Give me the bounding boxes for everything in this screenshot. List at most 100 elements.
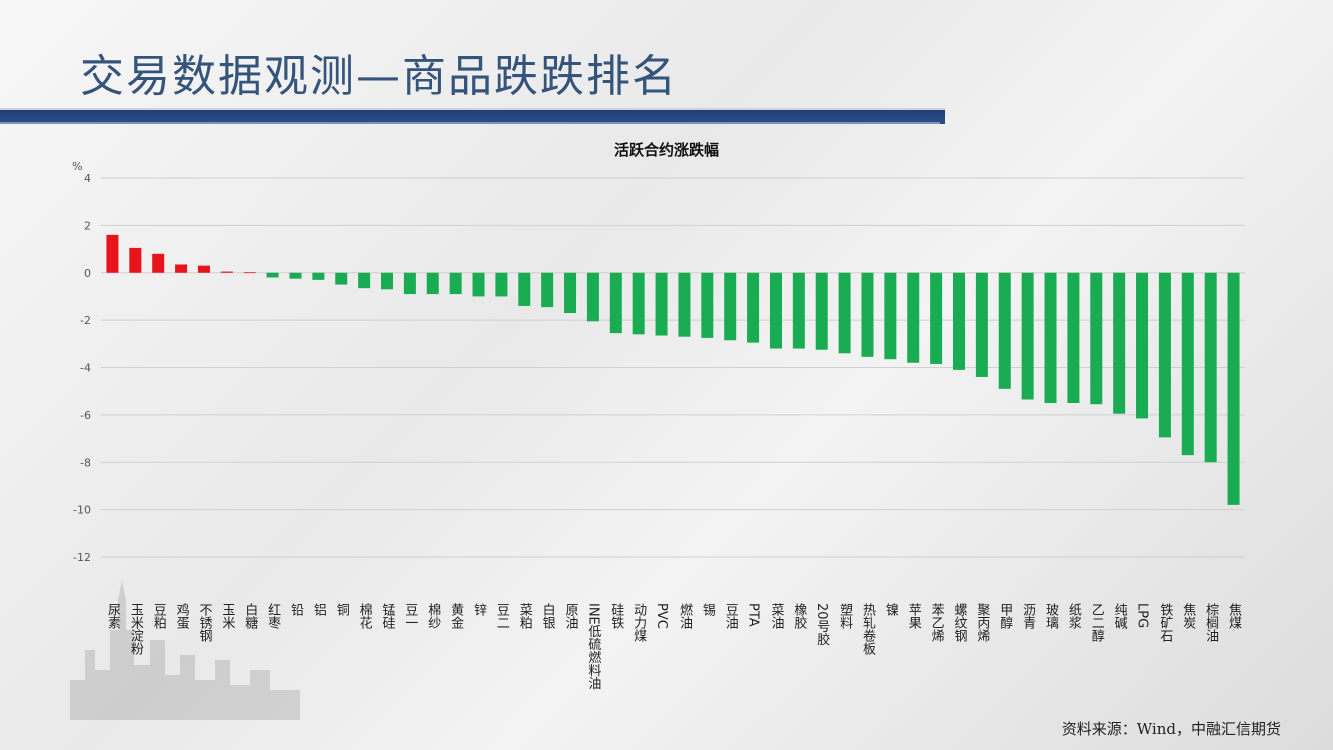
bar xyxy=(381,272,393,290)
bar xyxy=(769,272,782,349)
bar xyxy=(1113,272,1126,414)
x-tick-label: 纸浆 xyxy=(1066,603,1082,629)
bar xyxy=(1158,272,1171,438)
x-tick-label: 豆二 xyxy=(494,603,510,629)
city-skyline-decoration xyxy=(70,580,300,720)
y-axis-label: % xyxy=(72,160,82,173)
x-tick-label: 铜 xyxy=(334,603,350,616)
x-tick-label: 焦煤 xyxy=(1226,603,1242,629)
x-tick-label: 聚丙烯 xyxy=(974,603,990,642)
x-tick-label: 不锈钢 xyxy=(196,603,212,643)
x-tick-label: 甲醇 xyxy=(997,603,1013,629)
x-tick-label: 铅 xyxy=(288,603,304,616)
header-bar xyxy=(0,108,945,124)
x-tick-label: 豆一 xyxy=(402,603,418,629)
bar xyxy=(655,272,668,336)
source-note: 资料来源：Wind，中融汇信期货 xyxy=(1061,720,1281,738)
x-tick-label: 铁矿石 xyxy=(1157,603,1173,642)
x-tick-label: 玉米淀粉 xyxy=(128,603,144,655)
x-tick-label: 焦炭 xyxy=(1180,603,1196,630)
bar xyxy=(724,272,737,341)
x-tick-label: 白银 xyxy=(540,602,556,629)
x-tick-label: 玉米 xyxy=(219,603,235,629)
bar xyxy=(907,272,920,363)
x-tick-label: 螺纹钢 xyxy=(952,603,968,643)
bar xyxy=(1090,272,1103,405)
bar xyxy=(129,247,142,273)
x-tick-label: 豆粕 xyxy=(151,603,167,629)
bar xyxy=(586,272,599,322)
x-tick-label: 原油 xyxy=(563,603,579,629)
x-tick-label: 菜粕 xyxy=(517,603,533,629)
page-title: 交易数据观测—商品跌跌排名 xyxy=(80,51,678,102)
y-tick-label: -6 xyxy=(80,409,91,422)
bar xyxy=(701,272,714,338)
bar xyxy=(1044,272,1057,404)
bar xyxy=(449,272,462,295)
bar xyxy=(335,272,348,285)
bar xyxy=(518,272,531,306)
x-tick-label: 棉花 xyxy=(357,603,373,630)
x-tick-label: 棕榈油 xyxy=(1203,603,1219,642)
x-tick-label: 燃油 xyxy=(677,602,693,629)
bar xyxy=(358,272,371,289)
bar xyxy=(747,272,760,343)
bar xyxy=(998,272,1011,389)
x-tick-label: 动力煤 xyxy=(631,603,647,642)
y-tick-label: -10 xyxy=(73,504,91,517)
bar xyxy=(495,272,508,297)
y-tick-label: 2 xyxy=(84,219,91,232)
y-tick-label: -4 xyxy=(80,362,91,375)
bar xyxy=(884,272,897,360)
x-tick-label: 铝 xyxy=(311,603,327,616)
bar xyxy=(152,253,165,273)
x-tick-label: LPG xyxy=(1135,603,1150,628)
bar xyxy=(564,272,577,314)
x-tick-label: 红枣 xyxy=(265,602,281,629)
x-tick-label: 玻璃 xyxy=(1043,603,1059,629)
x-tick-label: 纯碱 xyxy=(1112,603,1128,629)
bar xyxy=(1181,272,1194,456)
bar xyxy=(426,272,439,295)
x-tick-label: 20号胶 xyxy=(814,603,830,647)
bar xyxy=(403,272,416,295)
bar xyxy=(541,272,554,308)
x-tick-label: 黄金 xyxy=(448,603,464,629)
x-tick-label: 尿素 xyxy=(105,603,121,629)
bar xyxy=(289,272,302,279)
x-tick-label: 镍 xyxy=(883,603,899,616)
bar xyxy=(1021,272,1034,400)
bar xyxy=(930,272,943,364)
x-tick-label: 豆油 xyxy=(723,603,739,629)
y-tick-label: 4 xyxy=(84,172,91,185)
y-tick-label: -12 xyxy=(73,551,91,564)
bar xyxy=(838,272,851,354)
x-tick-label: 苯乙烯 xyxy=(929,603,945,642)
x-tick-label: 锡 xyxy=(700,603,716,616)
x-tick-label: 鸡蛋 xyxy=(174,602,190,630)
x-tick-label: 橡胶 xyxy=(791,603,807,630)
x-tick-label: 塑料 xyxy=(837,603,853,629)
x-tick-label: INE低硫燃料油 xyxy=(585,603,601,690)
bar xyxy=(609,272,622,334)
x-tick-label: 热轧卷板 xyxy=(860,603,876,656)
bar xyxy=(975,272,988,377)
header-bar-underline xyxy=(0,122,940,124)
y-tick-label: -2 xyxy=(80,314,91,327)
x-tick-label: PTA xyxy=(746,603,761,627)
bar xyxy=(815,272,828,350)
bar xyxy=(792,272,805,349)
bar xyxy=(266,272,279,278)
bar xyxy=(1204,272,1217,463)
x-tick-label: 棉纱 xyxy=(425,603,441,629)
x-tick-label: 白糖 xyxy=(242,602,258,630)
bar xyxy=(220,271,233,273)
bar xyxy=(1136,272,1149,419)
x-tick-label: 锰硅 xyxy=(380,603,396,629)
bar xyxy=(472,272,485,297)
y-tick-label: -8 xyxy=(80,456,91,469)
x-tick-label: 乙二醇 xyxy=(1089,603,1105,642)
x-tick-label: PVC xyxy=(654,603,669,629)
bar xyxy=(861,272,874,357)
